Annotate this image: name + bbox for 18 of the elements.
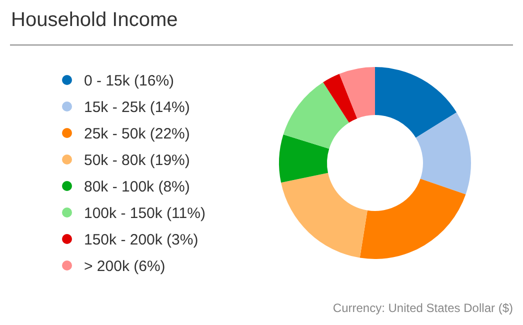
donut-slice <box>416 112 471 194</box>
legend-label: > 200k (6%) <box>84 258 166 275</box>
legend-label: 15k - 25k (14%) <box>84 99 190 116</box>
donut-slice <box>323 74 358 123</box>
legend-label: 50k - 80k (19%) <box>84 152 190 169</box>
legend-label: 80k - 100k (8%) <box>84 178 190 196</box>
legend-label: 100k - 150k (11%) <box>84 205 206 222</box>
donut-slice <box>279 134 330 183</box>
donut-slice <box>339 67 375 118</box>
donut-slice <box>283 82 350 149</box>
donut-slice <box>360 178 466 259</box>
legend-label: 25k - 50k (22%) <box>84 126 190 142</box>
legend-label: 150k - 200k (3%) <box>84 232 198 248</box>
donut-slice <box>281 172 368 258</box>
donut-slice <box>375 67 457 138</box>
text: Currency: United States Dollar ($) <box>332 301 513 315</box>
chart-title: Household Income <box>11 9 178 31</box>
legend-label: 0 - 15k (16%) <box>84 72 174 90</box>
